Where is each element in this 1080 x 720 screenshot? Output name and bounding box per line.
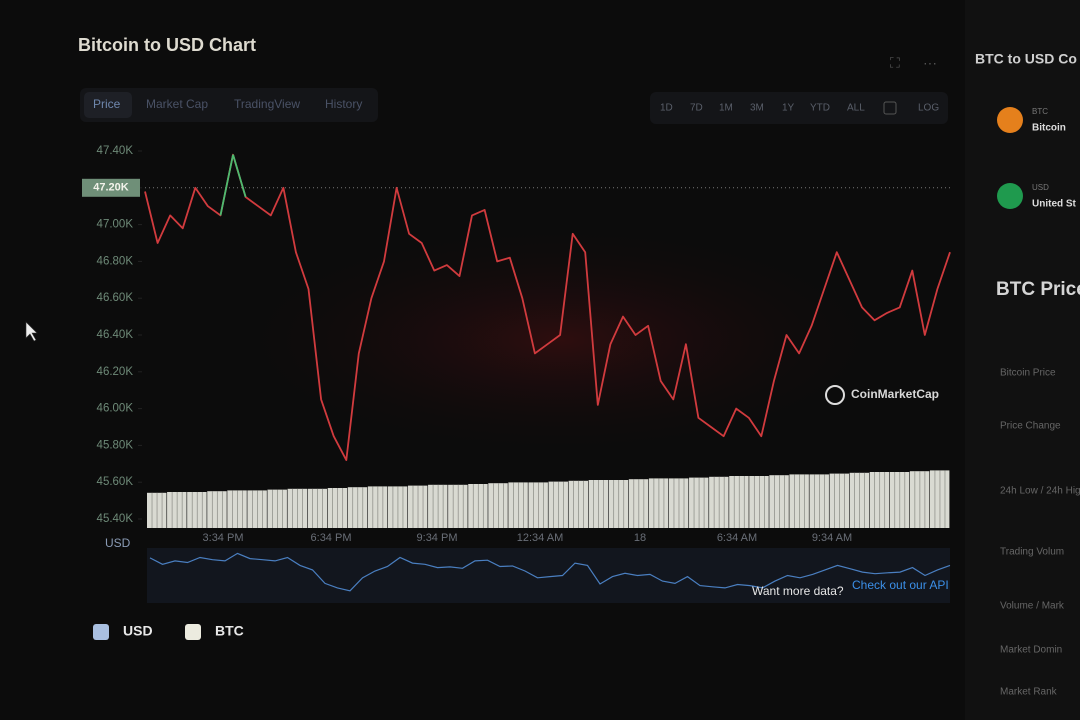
range-button[interactable]: 3M — [750, 103, 764, 114]
x-tick-label: 12:34 AM — [517, 532, 563, 544]
stats-row-label: Trading Volum — [1000, 547, 1064, 558]
api-link[interactable]: Check out our API — [852, 578, 949, 592]
x-tick-label: 6:34 PM — [311, 532, 352, 544]
reference-badge — [82, 178, 140, 197]
x-tick-label: 9:34 AM — [812, 532, 852, 544]
range-button[interactable]: ALL — [847, 103, 865, 114]
navigator-label: USD — [105, 536, 131, 550]
y-tick-label: 47.00K — [97, 219, 134, 231]
active-tab-bg — [84, 92, 132, 118]
range-button[interactable]: LOG — [918, 103, 939, 114]
range-button[interactable]: 7D — [690, 103, 703, 114]
currency-code: BTC — [1032, 107, 1048, 116]
tab[interactable]: Market Cap — [146, 97, 208, 111]
price-segment-above — [219, 154, 234, 216]
tab[interactable]: Price — [93, 97, 121, 111]
chart-title: Bitcoin to USD Chart — [78, 35, 256, 55]
y-tick-label: 46.00K — [97, 403, 134, 415]
api-prompt: Want more data? — [752, 584, 844, 598]
y-tick-label: 45.60K — [97, 476, 134, 488]
legend-label[interactable]: BTC — [215, 623, 244, 639]
y-tick-label: 46.40K — [97, 329, 134, 341]
volume-bar — [247, 490, 267, 528]
y-tick-label: 45.40K — [97, 513, 134, 525]
volume-bar — [347, 487, 368, 528]
volume-bar — [909, 471, 930, 528]
volume-bar — [448, 484, 468, 528]
volume-bar — [628, 479, 649, 528]
legend-swatch — [93, 624, 109, 640]
watermark-logo — [825, 385, 845, 405]
reference-label: 47.20K — [93, 182, 129, 194]
y-tick-label: 46.20K — [97, 366, 134, 378]
volume-bar — [327, 488, 348, 528]
volume-bar — [528, 482, 548, 528]
volume-bar — [729, 476, 749, 528]
y-tick-label: 46.80K — [97, 255, 134, 267]
area-glow — [220, 220, 900, 460]
stats-title: BTC Price — [996, 279, 1080, 300]
more-icon[interactable]: ··· — [923, 55, 937, 71]
mouse-cursor — [25, 321, 38, 342]
currency-name: United St — [1032, 199, 1077, 210]
stats-row-label: Market Rank — [1000, 687, 1058, 698]
range-button[interactable]: 1Y — [782, 103, 795, 114]
volume-bar — [829, 473, 850, 528]
range-button[interactable]: 1D — [660, 103, 673, 114]
stats-row-label: Bitcoin Price — [1000, 368, 1056, 379]
watermark: CoinMarketCap — [851, 387, 939, 401]
tab-bar — [80, 88, 378, 122]
volume-bar — [428, 484, 448, 528]
x-tick-label: 3:34 PM — [203, 532, 244, 544]
stats-row-label: Volume / Mark — [1000, 601, 1065, 612]
volume-bar — [929, 470, 950, 528]
volume-bar — [809, 474, 829, 528]
stats-row-label: 24h Low / 24h High — [1000, 486, 1080, 497]
volume-bar — [709, 476, 729, 528]
legend-swatch — [185, 624, 201, 640]
price-segment-above — [232, 154, 247, 198]
price-line — [144, 153, 951, 461]
fullscreen-icon[interactable]: ⛶ — [890, 55, 900, 71]
stats-row-label: Market Domin — [1000, 645, 1062, 656]
x-tick-label: 18 — [634, 532, 646, 544]
y-tick-label: 47.40K — [97, 145, 134, 157]
tab[interactable]: TradingView — [234, 97, 300, 111]
y-tick-label: 46.60K — [97, 292, 134, 304]
tab[interactable]: History — [325, 97, 362, 111]
legend-label[interactable]: USD — [123, 623, 153, 639]
range-button[interactable]: 1M — [719, 103, 733, 114]
converter-title: BTC to USD Co — [975, 51, 1077, 67]
x-tick-label: 9:34 PM — [417, 532, 458, 544]
currency-code: USD — [1032, 183, 1049, 192]
side-panel — [965, 0, 1080, 720]
currency-icon — [997, 107, 1023, 133]
stats-row-label: Price Change — [1000, 421, 1061, 432]
y-tick-label: 45.80K — [97, 439, 134, 451]
navigator-bg — [147, 548, 950, 603]
navigator-line — [149, 552, 951, 592]
volume-bar — [608, 480, 629, 528]
calendar-icon[interactable] — [883, 101, 897, 115]
x-tick-label: 6:34 AM — [717, 532, 757, 544]
range-button[interactable]: YTD — [810, 103, 830, 114]
currency-icon — [997, 183, 1023, 209]
currency-name: Bitcoin — [1032, 123, 1066, 134]
range-bar — [650, 92, 948, 124]
